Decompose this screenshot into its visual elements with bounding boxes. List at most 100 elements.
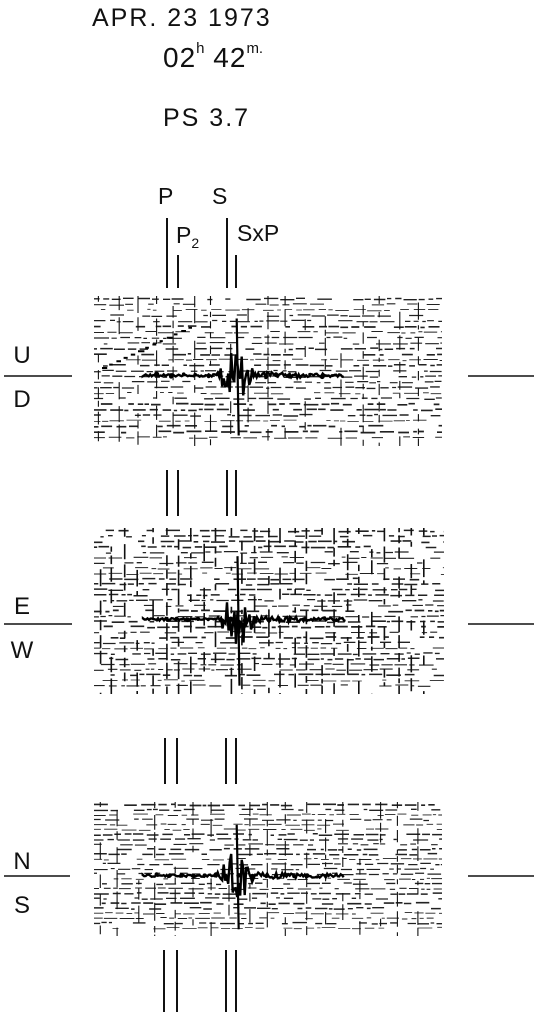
trace-dot [304,873,310,878]
time-trace-line [100,663,434,666]
component-label-top: E [13,593,30,620]
time-trace-line [94,668,437,671]
trace-dot [228,616,234,622]
time-trace-line [94,917,434,920]
time-trace-line [94,303,440,306]
trace-dot [223,873,227,877]
time-trace-line [94,921,442,925]
trace-dot [181,372,186,376]
trace-dot [242,618,246,622]
time-trace-line [103,625,444,629]
seismic-signal [141,602,346,644]
trace-dot [276,616,281,620]
time-trace-line [112,604,444,607]
trace-dot [191,873,196,879]
trace-dot [215,372,220,377]
burst-stroke [236,556,241,686]
marker-sxp [235,255,237,288]
time-trace-line [94,808,441,812]
trace-dot [228,373,232,378]
trace-dot [250,374,255,378]
time-trace-line [94,887,442,890]
time-trace-line [94,867,434,871]
time-trace-line [94,436,442,439]
time-trace-line [94,325,440,329]
trace-dot [155,618,159,622]
time-trace-line [94,561,423,565]
component-label-top: U [13,342,31,369]
time-trace-line [94,413,441,417]
trace-dot [274,874,278,879]
phase-p2-sub: 2 [191,235,200,251]
time-trace-line [102,862,442,866]
phase-p2-label: P2 [176,222,200,251]
time-trace-line [94,397,442,400]
trace-dot [193,372,198,377]
trace-dot [164,616,169,621]
component-label-bottom: D [13,386,31,413]
marker-p [166,470,168,516]
time-trace-line [94,386,440,390]
time-trace-line [94,430,442,434]
time-minute-unit: m. [246,40,264,57]
time-trace-line [94,424,442,428]
trace-dot [292,874,297,879]
marker-s [226,470,228,516]
time-trace-line [94,912,442,915]
time-trace-line [102,598,444,602]
trace-dot [287,618,292,623]
time-trace-line [94,858,442,861]
marker-p [163,950,165,1012]
phase-sxp-label: SxP [237,220,280,246]
time-trace-line [109,577,420,581]
time-trace-line [102,882,442,886]
time-trace-line [100,402,440,406]
trace-dot [206,618,210,622]
trace-dot [206,374,211,379]
seismic-signal [141,853,345,898]
trace-dot [283,873,287,877]
trace-dot [154,872,159,877]
marker-p [164,738,166,784]
time-trace-line [110,314,424,318]
trace-dot [301,617,306,622]
time-trace-line [94,843,438,846]
trace-dot [308,372,312,376]
trace-dot [154,371,160,377]
trace-dot [266,617,272,623]
time-trace-line [101,901,430,906]
trace-dot [273,372,279,377]
time-trace-line [94,906,441,910]
trace-dot [174,616,179,620]
burst-stroke [235,318,240,436]
time-trace-line [94,897,442,900]
trace-dot [324,874,328,878]
time-trace-line [94,297,442,301]
time-trace-line [94,582,441,586]
marker-s [225,738,227,784]
marker-s [226,218,228,288]
time-trace-line [109,657,444,661]
trace-dot [195,616,201,621]
trace-dot [315,875,319,879]
time-trace-line [94,588,444,592]
marker-p2 [177,470,179,516]
time-trace-line [113,877,442,881]
trace-dot [298,374,302,379]
trace-dot [213,872,219,878]
trace-dot [202,873,207,878]
phase-p2-main: P [176,222,192,248]
component-label-top: N [13,848,31,875]
record-time: 02h 42m. [163,40,264,74]
marker-sxp [235,470,237,516]
time-trace-line [94,803,435,807]
time-trace-line [94,331,442,334]
time-trace-line [94,353,442,356]
trace-dot [264,874,269,879]
trace-dot [168,374,174,379]
trace-dot [264,375,269,379]
time-hour-unit: h [196,40,205,57]
time-trace-line [94,813,442,816]
time-trace-line [94,540,444,544]
time-trace-line [94,609,444,613]
